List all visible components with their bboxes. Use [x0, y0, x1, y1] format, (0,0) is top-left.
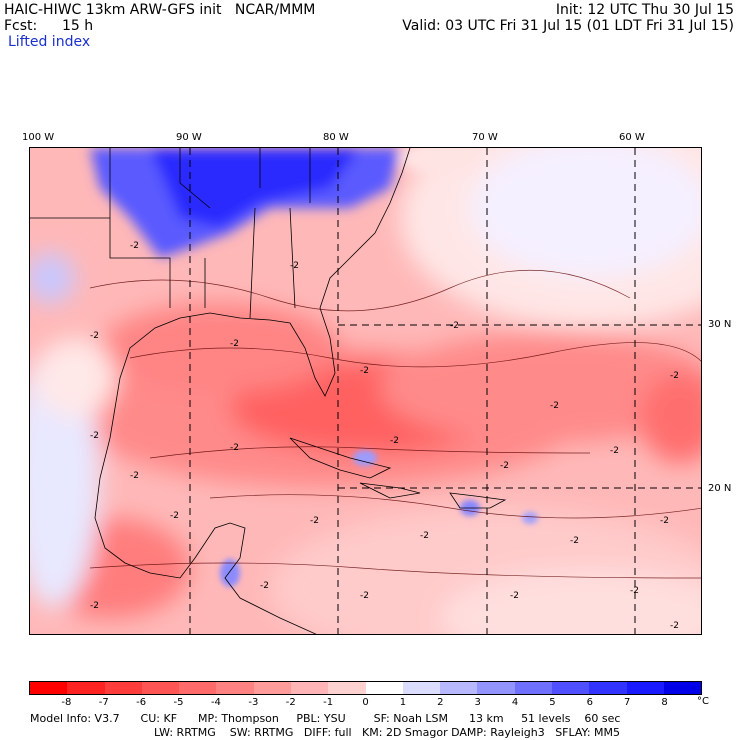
contour-label: -2 — [610, 446, 619, 456]
colorbar-swatch — [551, 682, 590, 694]
contour-label: -2 — [630, 586, 639, 596]
colorbar-swatch — [440, 682, 478, 694]
lat-label: 20 N — [708, 483, 732, 494]
contour-label: -2 — [310, 516, 319, 526]
contour-label: -2 — [670, 371, 679, 381]
contour-label: -2 — [500, 461, 509, 471]
contour-label: -2 — [130, 471, 139, 481]
colorbar-label: -1 — [323, 697, 334, 708]
contour-label: -2 — [660, 516, 669, 526]
colorbar-swatch — [30, 682, 68, 694]
contour-label: -2 — [170, 511, 179, 521]
forecast-label: Fcst: — [4, 18, 38, 34]
contour-label: -2 — [360, 366, 369, 376]
model-info-line1: Model Info: V3.7 CU: KF MP: Thompson PBL… — [30, 712, 621, 725]
contour-label: -2 — [290, 261, 299, 271]
colorbar — [29, 681, 702, 695]
colorbar-swatch — [104, 682, 142, 694]
contour-label: -2 — [570, 536, 579, 546]
forecast-hour: 15 h — [62, 18, 94, 34]
lon-label: 60 W — [619, 132, 645, 143]
contour-label: -2 — [230, 443, 239, 453]
colorbar-label: -6 — [136, 697, 147, 708]
colorbar-swatch — [477, 682, 515, 694]
colorbar-label: 5 — [549, 697, 556, 708]
contour-label: -2 — [450, 321, 459, 331]
colorbar-label: -4 — [210, 697, 221, 708]
colorbar-swatch — [402, 682, 441, 694]
colorbar-swatch — [626, 682, 664, 694]
contour-label: -2 — [670, 621, 679, 631]
contour-label: -2 — [90, 331, 99, 341]
contour-label: -2 — [420, 531, 429, 541]
contour-label: -2 — [360, 591, 369, 601]
contour-label: -2 — [90, 431, 99, 441]
colorbar-swatch — [179, 682, 217, 694]
colorbar-label: 2 — [437, 697, 444, 708]
colorbar-label: -8 — [61, 697, 72, 708]
colorbar-label: 3 — [474, 697, 481, 708]
contour-label: -2 — [390, 436, 399, 446]
colorbar-swatch — [589, 682, 627, 694]
lat-label: 30 N — [708, 319, 732, 330]
colorbar-label: -3 — [248, 697, 259, 708]
colorbar-swatch — [365, 682, 403, 694]
lon-label: 80 W — [323, 132, 349, 143]
model-title: HAIC-HIWC 13km ARW-GFS init NCAR/MMM — [4, 2, 316, 18]
contour-label: -2 — [510, 591, 519, 601]
contour-label: -2 — [550, 401, 559, 411]
colorbar-swatch — [216, 682, 254, 694]
lon-label: 70 W — [472, 132, 498, 143]
colorbar-label: -5 — [173, 697, 184, 708]
colorbar-label: 8 — [661, 697, 668, 708]
colorbar-swatch — [67, 682, 105, 694]
valid-time: Valid: 03 UTC Fri 31 Jul 15 (01 LDT Fri … — [402, 18, 734, 34]
field-name: Lifted index — [8, 34, 91, 50]
colorbar-label: 6 — [586, 697, 594, 708]
model-info-line2: LW: RRTMG SW: RRTMG DIFF: full KM: 2D Sm… — [154, 726, 620, 739]
colorbar-swatch — [663, 682, 702, 694]
colorbar-swatch — [514, 682, 552, 694]
contour-label: -2 — [130, 241, 139, 251]
colorbar-swatch — [253, 682, 291, 694]
contour-label: -2 — [90, 601, 99, 611]
colorbar-swatch — [290, 682, 329, 694]
colorbar-label: 4 — [511, 697, 519, 708]
colorbar-unit: °C — [697, 696, 709, 707]
lon-label: 100 W — [22, 132, 55, 143]
lon-label: 90 W — [176, 132, 202, 143]
init-time: Init: 12 UTC Thu 30 Jul 15 — [555, 2, 734, 18]
contour-label: -2 — [260, 581, 269, 591]
colorbar-label: 7 — [624, 697, 631, 708]
lifted-index-map: -2 -2 -2 -2 -2 -2 -2 -2 -2 -2 -2 -2 -2 -… — [29, 147, 702, 635]
colorbar-label: -7 — [98, 697, 109, 708]
colorbar-label: -2 — [285, 697, 296, 708]
colorbar-swatch — [141, 682, 180, 694]
colorbar-swatch — [328, 682, 366, 694]
colorbar-label: 0 — [362, 697, 369, 708]
contour-label: -2 — [230, 339, 239, 349]
colorbar-label: 1 — [399, 697, 407, 708]
